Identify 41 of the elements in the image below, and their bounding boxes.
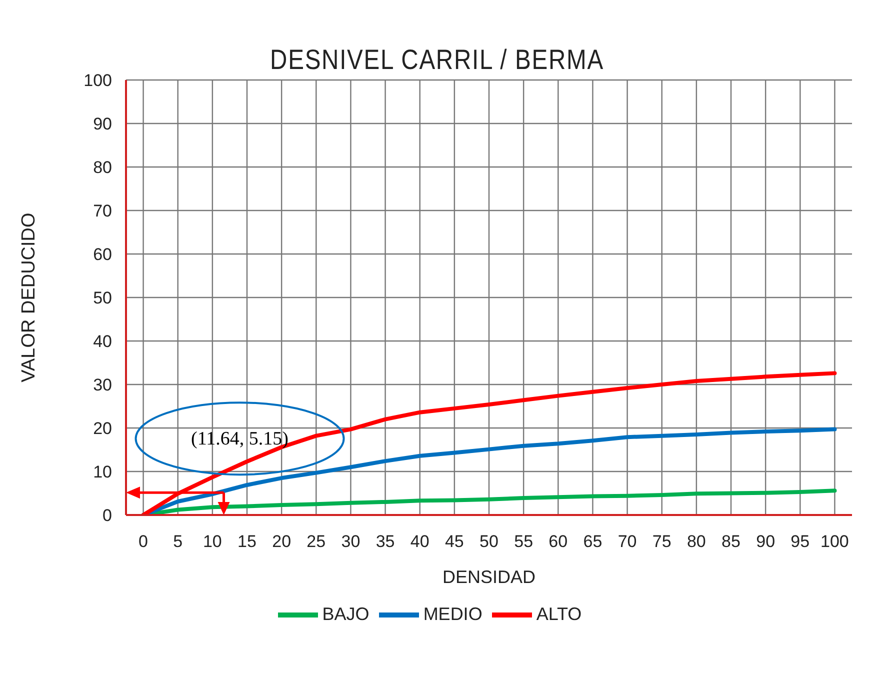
x-tick-label: 60 bbox=[548, 532, 568, 552]
x-tick-label: 15 bbox=[238, 532, 256, 552]
annotation: (11.64, 5.15) bbox=[191, 428, 288, 450]
x-tick-label: 10 bbox=[202, 532, 222, 552]
y-tick-label: 90 bbox=[93, 114, 112, 134]
legend-label: ALTO bbox=[536, 604, 582, 624]
y-tick-label: 70 bbox=[93, 202, 112, 221]
line-series bbox=[141, 488, 837, 515]
x-tick-label: 25 bbox=[306, 532, 326, 552]
x-tick-label: 80 bbox=[686, 532, 706, 552]
x-tick-label: 75 bbox=[652, 532, 672, 552]
legend-label: BAJO bbox=[322, 604, 370, 624]
chart-title: DESNIVEL CARRIL / BERMA bbox=[269, 43, 605, 75]
x-tick-label: 35 bbox=[376, 532, 395, 552]
x-tick-label: 40 bbox=[410, 532, 430, 552]
x-tick-label: 55 bbox=[514, 532, 534, 552]
line-series bbox=[141, 371, 837, 515]
x-tick-label: 30 bbox=[341, 532, 360, 552]
x-tick-label: 0 bbox=[138, 532, 148, 552]
y-tick-label: 20 bbox=[93, 419, 112, 438]
legend-label: MEDIO bbox=[423, 604, 482, 624]
y-tick-label: 30 bbox=[93, 376, 112, 395]
x-tick-label: 45 bbox=[444, 532, 464, 552]
x-tick-label: 20 bbox=[272, 532, 292, 552]
y-tick-label: 100 bbox=[84, 71, 112, 90]
x-tick-label: 5 bbox=[173, 532, 183, 552]
x-tick-label: 85 bbox=[722, 532, 740, 552]
x-tick-label: 65 bbox=[583, 532, 602, 552]
x-tick-label: 50 bbox=[480, 532, 498, 552]
y-tick-label: 50 bbox=[93, 288, 112, 308]
y-axis-title: VALOR DEDUCIDO bbox=[18, 212, 40, 382]
x-tick-label: 95 bbox=[790, 532, 810, 552]
x-axis-title: DENSIDAD bbox=[442, 567, 536, 587]
y-tick-label: 10 bbox=[93, 462, 112, 482]
x-tick-label: 100 bbox=[820, 532, 849, 552]
y-tick-label: 40 bbox=[93, 332, 112, 352]
y-tick-label: 0 bbox=[102, 506, 112, 526]
y-tick-label: 80 bbox=[93, 158, 112, 178]
x-tick-label: 70 bbox=[618, 532, 637, 552]
x-tick-label: 90 bbox=[756, 532, 776, 552]
y-tick-label: 60 bbox=[93, 245, 112, 264]
